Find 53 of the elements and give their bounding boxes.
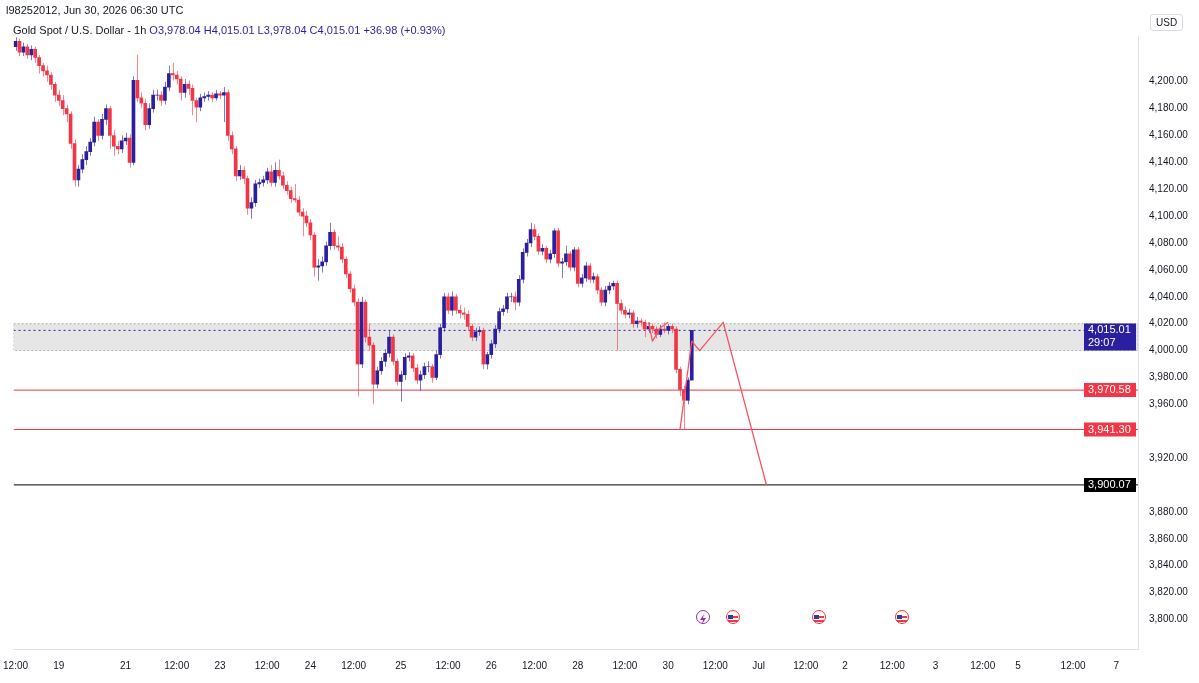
y-tick-label: 4,060.00: [1149, 263, 1189, 275]
y-tick-label: 3,880.00: [1149, 505, 1189, 517]
x-tick-label: 12:00: [341, 659, 367, 671]
y-tick-label: 4,020.00: [1149, 317, 1189, 329]
y-tick-label: 3,960.00: [1149, 398, 1189, 410]
x-tick-label: Jul: [752, 659, 765, 671]
x-tick-label: 12:00: [879, 659, 906, 671]
x-tick-label: 12:00: [793, 659, 819, 671]
ref-line-label: 3,900.07: [1088, 477, 1131, 490]
y-tick-label: 4,180.00: [1149, 102, 1189, 114]
x-tick-label: 7: [1113, 659, 1120, 671]
y-tick-label: 3,980.00: [1149, 371, 1189, 383]
chart-title: Gold Spot / U.S. Dollar - 1h: [13, 24, 147, 36]
x-tick-label: 23: [214, 659, 226, 671]
x-tick-label: 12:00: [1060, 659, 1087, 671]
y-tick-label: 3,840.00: [1149, 559, 1189, 571]
x-tick-label: 12:00: [164, 659, 190, 671]
x-tick-label: 24: [304, 659, 317, 671]
x-tick-label: 26: [485, 659, 498, 671]
y-tick-label: 3,860.00: [1149, 532, 1189, 544]
y-tick-label: 4,080.00: [1149, 236, 1189, 248]
x-tick-label: 21: [120, 659, 132, 671]
y-tick-label: 4,200.00: [1149, 75, 1189, 87]
y-tick-label: 3,820.00: [1149, 586, 1189, 598]
x-tick-label: 3: [932, 659, 939, 671]
x-tick-label: 12:00: [3, 659, 29, 671]
candlestick: [426, 360, 431, 373]
y-tick-label: 4,100.00: [1149, 209, 1189, 221]
y-tick-label: 4,040.00: [1149, 290, 1189, 302]
x-tick-label: 28: [572, 659, 584, 671]
x-tick-label: 2: [842, 659, 849, 671]
chart-subtitle: O3,978.04 H4,015.01 L3,978.04 C4,015.01 +36.98 (+0.93%): [149, 24, 446, 36]
x-tick-label: 5: [1015, 659, 1022, 671]
x-tick-label: 12:00: [521, 659, 548, 671]
y-tick-label: 4,160.00: [1149, 129, 1189, 141]
x-tick-label: 25: [395, 659, 407, 671]
y-tick-label: 3,920.00: [1149, 451, 1189, 463]
x-tick-label: 19: [53, 659, 65, 671]
ref-line-label: 3,970.58: [1088, 383, 1131, 396]
y-tick-label: 4,140.00: [1149, 156, 1189, 168]
ref-line-label: 4,015.01 29:07: [1088, 323, 1131, 349]
x-tick-label: 12:00: [254, 659, 281, 671]
x-tick-label: 12:00: [435, 659, 461, 671]
y-tick-label: 4,120.00: [1149, 183, 1189, 194]
ref-line-label: 3,941.30: [1088, 422, 1131, 435]
x-tick-label: 12:00: [702, 659, 729, 671]
y-axis-title: USD: [1150, 14, 1184, 31]
x-tick-label: 30: [662, 659, 675, 671]
x-tick-label: 12:00: [612, 659, 638, 671]
x-tick-label: 12:00: [970, 659, 996, 671]
y-tick-label: 3,800.00: [1149, 613, 1189, 625]
y-tick-label: 4,000.00: [1149, 344, 1189, 356]
text: l98252012, Jun 30, 2026 06:30 UTC: [6, 4, 184, 16]
